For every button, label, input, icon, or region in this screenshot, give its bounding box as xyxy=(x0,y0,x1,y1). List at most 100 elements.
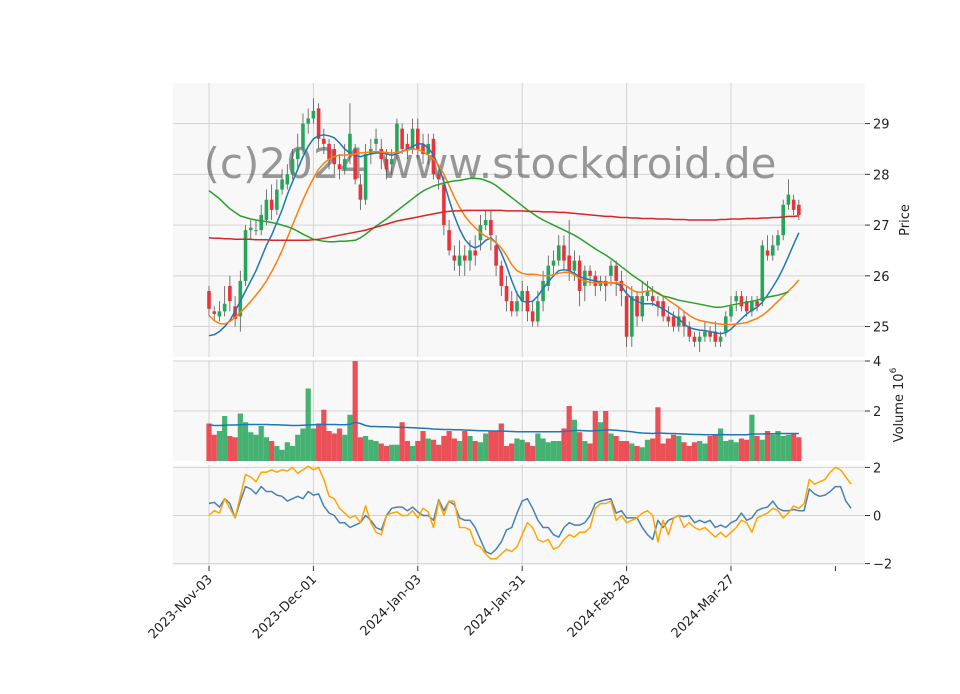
volume-bar xyxy=(712,434,718,461)
candle-body xyxy=(405,143,410,149)
candle-body xyxy=(337,164,342,170)
volume-bar xyxy=(592,411,598,461)
candle-body xyxy=(322,138,326,144)
volume-bar xyxy=(331,433,337,461)
candle-body xyxy=(499,265,504,286)
x-tick-label: 2024-Feb-28 xyxy=(565,572,634,641)
candle-body xyxy=(452,255,457,261)
volume-bar xyxy=(785,434,792,461)
candle-body xyxy=(311,110,316,119)
volume-bar xyxy=(446,431,452,461)
candle-body xyxy=(551,260,556,266)
volume-bar xyxy=(284,442,290,461)
volume-bar xyxy=(420,431,426,461)
candle-body xyxy=(755,301,759,307)
volume-bar xyxy=(670,434,677,461)
volume-bar xyxy=(263,437,270,461)
candle-body xyxy=(739,296,744,307)
volume-bar xyxy=(477,442,484,461)
candle-body xyxy=(285,174,290,185)
ma-long-line xyxy=(208,209,799,242)
volume-bar xyxy=(519,439,525,461)
candle-body xyxy=(353,148,357,180)
volume-bar xyxy=(556,441,562,461)
price-tick-label: 27 xyxy=(873,219,890,234)
candle-body xyxy=(603,280,608,286)
candle-body xyxy=(238,280,243,317)
candle-body xyxy=(750,301,754,312)
candle-body xyxy=(389,159,394,165)
candle-body xyxy=(306,118,310,124)
candle-body xyxy=(656,301,660,307)
volume-bar xyxy=(634,446,640,461)
volume-axis-label: Volume106 xyxy=(889,367,907,442)
candle-body xyxy=(436,174,441,180)
volume-bar xyxy=(697,441,703,461)
candle-body xyxy=(473,250,478,256)
volume-bar xyxy=(514,438,520,461)
volume-bar xyxy=(462,431,468,461)
volume-bar xyxy=(728,439,734,461)
volume-bar xyxy=(702,443,708,461)
volume-bar xyxy=(253,434,259,461)
price-tick-label: 29 xyxy=(873,118,890,133)
candle-body xyxy=(400,128,404,149)
candle-body xyxy=(457,255,462,266)
volume-bar xyxy=(577,432,583,461)
volume-bar xyxy=(686,446,692,461)
volume-bar xyxy=(744,439,750,461)
candle-body xyxy=(421,143,425,155)
volume-ma-line xyxy=(208,421,799,436)
volume-bar xyxy=(770,434,776,461)
volume-bar xyxy=(222,416,228,461)
volume-bar xyxy=(796,437,802,461)
candle-body xyxy=(259,214,263,231)
volume-bar xyxy=(326,431,332,461)
volume-tick-label: 2 xyxy=(873,405,881,420)
candle-body xyxy=(483,220,488,226)
volume-bar xyxy=(780,436,786,461)
price-tick-label: 26 xyxy=(873,270,890,285)
candle-body xyxy=(729,306,733,317)
volume-bar xyxy=(676,436,682,461)
volume-bar xyxy=(472,441,478,461)
candle-body xyxy=(494,245,498,266)
candle-body xyxy=(703,331,707,337)
volume-bar xyxy=(206,423,212,461)
candle-body xyxy=(248,227,253,231)
volume-bar xyxy=(587,443,593,461)
ma-fast-line xyxy=(208,134,800,337)
volume-bar xyxy=(530,446,536,461)
candle-body xyxy=(410,128,415,149)
volume-bar xyxy=(582,441,588,461)
candle-body xyxy=(222,303,227,312)
volume-bar xyxy=(352,361,358,461)
candle-body xyxy=(572,260,577,271)
price-moving-averages xyxy=(208,134,800,337)
candle-body xyxy=(207,291,211,309)
volume-bar xyxy=(383,446,390,461)
volume-bar xyxy=(399,422,405,461)
candle-body xyxy=(677,316,681,327)
candle-body xyxy=(348,133,352,155)
x-tick-label: 2023-Nov-03 xyxy=(146,572,216,642)
volume-bar xyxy=(503,446,510,461)
candle-body xyxy=(630,296,634,337)
volume-bar xyxy=(415,441,421,461)
volume-bar xyxy=(540,438,546,461)
oscillator-tick-label: 0 xyxy=(873,510,881,525)
volume-bar xyxy=(269,441,275,461)
volume-tick-label: 4 xyxy=(873,355,881,370)
volume-bar xyxy=(749,414,755,461)
candle-body xyxy=(614,265,618,281)
volume-bar xyxy=(300,428,306,461)
oscillator-tick-label: 2 xyxy=(873,461,881,476)
volume-bar xyxy=(561,428,567,461)
volume-bar xyxy=(660,443,666,461)
volume-bar xyxy=(498,423,504,461)
volume-bar xyxy=(310,428,316,461)
candle-body xyxy=(760,245,765,302)
candle-body xyxy=(504,285,509,302)
volume-bar xyxy=(316,423,322,461)
